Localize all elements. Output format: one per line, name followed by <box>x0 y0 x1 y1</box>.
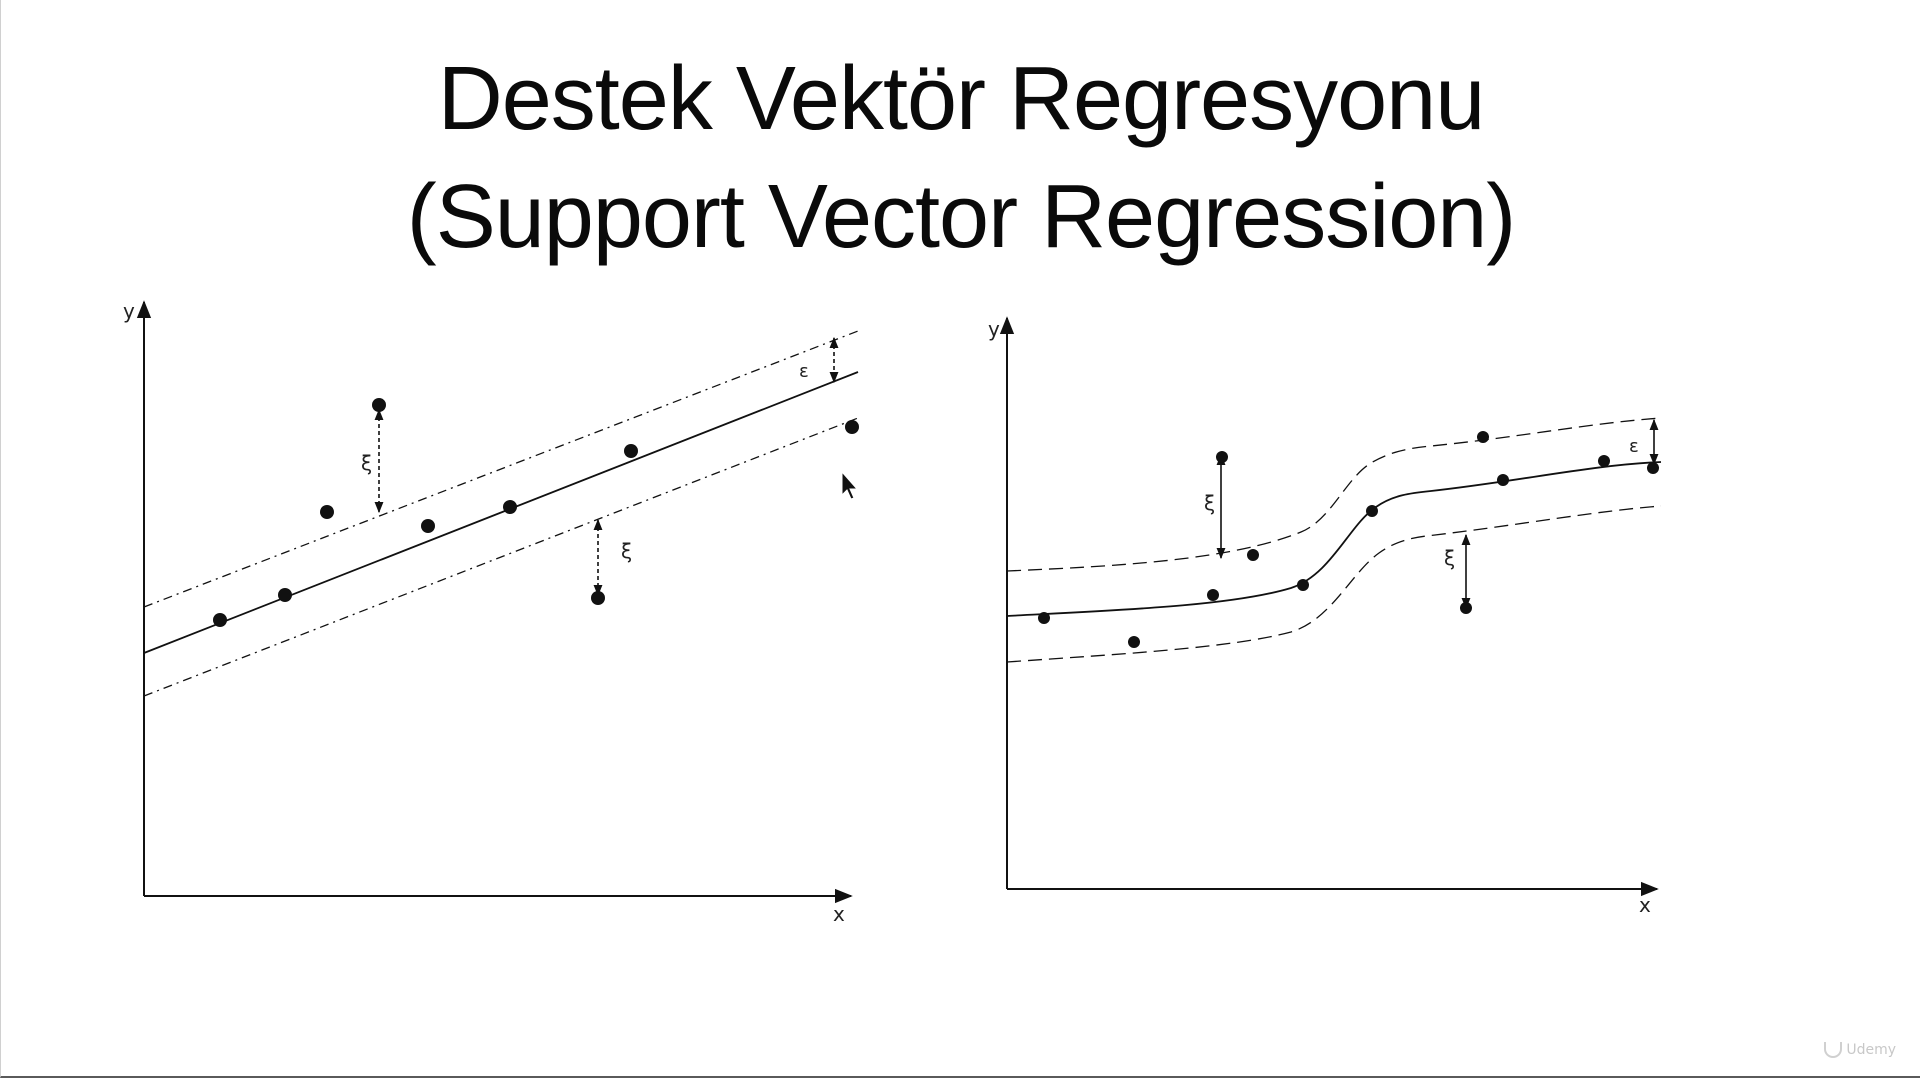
udemy-logo-icon <box>1824 1042 1843 1058</box>
nonlinear-point <box>1647 462 1659 474</box>
linear-point <box>320 505 334 519</box>
linear-slack-label-1: ξ <box>361 451 372 475</box>
watermark-text: Udemy <box>1846 1042 1896 1058</box>
linear-lower-epsilon-boundary <box>143 417 859 697</box>
linear-epsilon-label: ε <box>799 361 809 382</box>
nonlinear-epsilon-label: ε <box>1629 436 1639 457</box>
nonlinear-point <box>1247 549 1259 561</box>
linear-point <box>278 588 292 602</box>
linear-regression-line <box>143 371 859 654</box>
nonlinear-y-axis-label: y <box>988 317 1000 341</box>
nonlinear-point <box>1460 602 1472 614</box>
linear-y-axis-label: y <box>123 299 135 323</box>
nonlinear-svr-diagram: y x ε ξ ξ <box>988 316 1662 917</box>
linear-point <box>845 420 859 434</box>
linear-x-axis-label: x <box>833 902 845 926</box>
nonlinear-point <box>1038 612 1050 624</box>
udemy-watermark: Udemy <box>1824 1042 1896 1058</box>
linear-point <box>421 519 435 533</box>
nonlinear-data-points <box>1038 431 1659 648</box>
linear-point <box>213 613 227 627</box>
linear-point <box>591 591 605 605</box>
nonlinear-lower-epsilon-boundary <box>1006 505 1662 663</box>
nonlinear-slack-label-1: ξ <box>1204 491 1215 515</box>
nonlinear-slack-label-2: ξ <box>1444 546 1455 570</box>
nonlinear-upper-epsilon-boundary <box>1006 417 1662 572</box>
title-line-1: Destek Vektör Regresyonu <box>437 49 1486 149</box>
nonlinear-point <box>1207 589 1219 601</box>
title-line-2: (Support Vector Regression) <box>406 167 1517 267</box>
mouse-cursor-icon <box>841 470 859 500</box>
linear-point <box>503 500 517 514</box>
linear-data-points <box>213 398 859 627</box>
nonlinear-x-axis-label: x <box>1639 893 1651 917</box>
slide-title: Destek Vektör Regresyonu (Support Vector… <box>1 40 1920 276</box>
linear-point <box>372 398 386 412</box>
nonlinear-point <box>1497 474 1509 486</box>
nonlinear-point <box>1297 579 1309 591</box>
nonlinear-point <box>1366 505 1378 517</box>
nonlinear-point <box>1128 636 1140 648</box>
linear-point <box>624 444 638 458</box>
linear-svr-diagram: y x ε ξ ξ <box>123 299 859 926</box>
nonlinear-point <box>1598 455 1610 467</box>
nonlinear-point <box>1216 451 1228 463</box>
linear-upper-epsilon-boundary <box>143 330 859 608</box>
linear-slack-label-2: ξ <box>621 539 632 563</box>
nonlinear-point <box>1477 431 1489 443</box>
nonlinear-regression-curve <box>1006 461 1662 617</box>
